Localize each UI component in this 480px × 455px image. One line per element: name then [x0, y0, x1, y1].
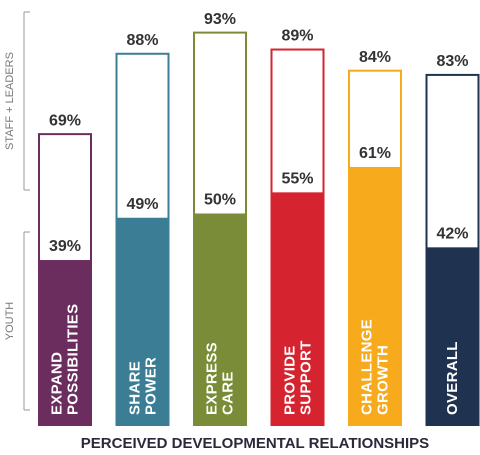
category-label: SHARE POWER [125, 356, 159, 415]
data-label: 84% [359, 49, 391, 66]
bar [425, 247, 480, 425]
bar [348, 166, 402, 425]
bar [38, 260, 92, 425]
data-label: 39% [49, 238, 81, 255]
bar [270, 192, 325, 425]
data-label: 89% [281, 28, 313, 45]
data-label: 49% [126, 196, 158, 213]
data-label: 42% [436, 226, 468, 243]
category-label: PROVIDE SUPPORT [280, 340, 314, 415]
category-label: CHALLENGE GROWTH [358, 318, 391, 415]
legend-label: YOUTH [4, 302, 16, 341]
data-label: 61% [359, 145, 391, 162]
bar [193, 213, 247, 425]
data-label: 50% [204, 192, 236, 209]
category-label: EXPAND POSSIBILITIES [48, 303, 81, 415]
data-label: 69% [49, 112, 81, 129]
category-label: OVERALL [443, 341, 461, 415]
category-label: EXPRESS CARE [203, 342, 236, 415]
data-label: 93% [204, 11, 236, 28]
legend-brackets [23, 11, 30, 411]
data-label: 83% [436, 53, 468, 70]
data-label: 55% [281, 171, 313, 188]
data-label: 88% [126, 32, 158, 49]
x-axis-label: PERCEIVED DEVELOPMENTAL RELATIONSHIPS [81, 435, 429, 452]
legend-label: STAFF + LEADERS [4, 52, 16, 150]
bar [115, 217, 170, 425]
